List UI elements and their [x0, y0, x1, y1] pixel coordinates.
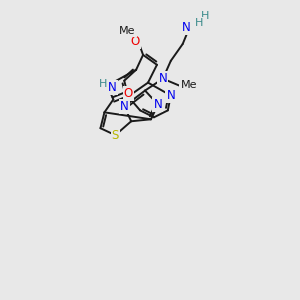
Text: H: H	[99, 79, 108, 88]
Text: N: N	[154, 98, 162, 111]
Text: O: O	[124, 87, 133, 100]
Text: N: N	[158, 72, 167, 85]
Text: Me: Me	[119, 26, 136, 36]
Text: N: N	[167, 89, 175, 102]
Text: N: N	[108, 81, 117, 94]
Text: S: S	[112, 129, 119, 142]
Text: N: N	[120, 100, 129, 113]
Text: H: H	[195, 18, 204, 28]
Text: O: O	[130, 34, 140, 47]
Text: N: N	[182, 21, 191, 34]
Text: Me: Me	[180, 80, 197, 90]
Text: H: H	[201, 11, 210, 21]
